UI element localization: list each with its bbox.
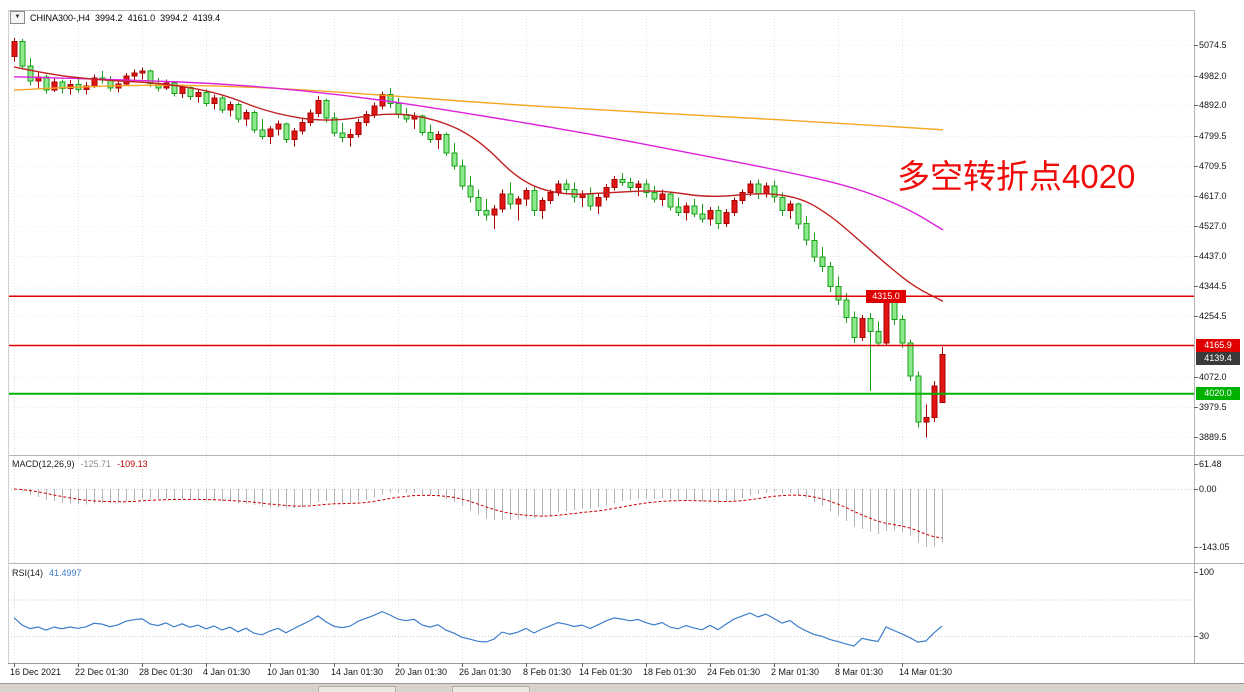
price-axis-label: 4072.0 bbox=[1199, 371, 1227, 382]
date-axis-label: 10 Jan 01:30 bbox=[267, 667, 320, 677]
macd-signal-line bbox=[13, 488, 943, 539]
price-axis-label: 4254.5 bbox=[1199, 311, 1227, 322]
date-axis-label: 26 Jan 01:30 bbox=[459, 667, 512, 677]
macd-histogram bbox=[8, 489, 1194, 548]
taskbar-button[interactable] bbox=[452, 686, 530, 692]
price-axis-label: 4799.5 bbox=[1199, 130, 1227, 141]
macd-axis-label: 61.48 bbox=[1199, 458, 1222, 469]
ohlc-close-value: 4139.4 bbox=[192, 12, 221, 23]
date-axis-label: 14 Mar 01:30 bbox=[899, 667, 953, 677]
date-axis-label: 28 Dec 01:30 bbox=[139, 667, 193, 677]
macd-axis-label: -143.05 bbox=[1199, 542, 1230, 553]
symbol-ohlc-header: ▼ CHINA300-,H4 3994.2 4161.0 3994.2 4139… bbox=[10, 11, 220, 24]
price-axis-label: 4617.0 bbox=[1199, 191, 1227, 202]
current-price-label: 4139.4 bbox=[1196, 351, 1240, 365]
symbol-timeframe-label: CHINA300-,H4 bbox=[30, 12, 91, 23]
price-axis-label: 4344.5 bbox=[1199, 281, 1227, 292]
rsi-line bbox=[13, 610, 943, 647]
ohlc-high-value: 4161.0 bbox=[127, 12, 156, 23]
price-line-label-4020: 4020.0 bbox=[1196, 387, 1240, 401]
macd-signal-value: -109.13 bbox=[117, 459, 148, 469]
rsi-value: 41.4997 bbox=[49, 568, 82, 578]
macd-indicator-label: MACD(12,26,9) -125.71 -109.13 bbox=[12, 459, 148, 469]
date-axis-label: 2 Mar 01:30 bbox=[771, 667, 820, 677]
ma-magenta-line bbox=[13, 76, 944, 231]
price-axis-label: 3979.5 bbox=[1199, 402, 1227, 413]
date-axis-label: 16 Dec 2021 bbox=[10, 667, 62, 677]
rsi-axis-label: 30 bbox=[1199, 630, 1210, 641]
axis-ticks bbox=[14, 45, 1198, 667]
macd-axis-label: 0.00 bbox=[1199, 484, 1217, 495]
date-axis-label: 4 Jan 01:30 bbox=[203, 667, 251, 677]
collapse-chart-icon[interactable]: ▼ bbox=[10, 11, 25, 24]
price-axis-label: 4709.5 bbox=[1199, 160, 1227, 171]
price-axis-label: 4892.0 bbox=[1199, 100, 1227, 111]
ma-red-line bbox=[13, 66, 944, 302]
date-axis-label: 8 Mar 01:30 bbox=[835, 667, 884, 677]
date-axis-label: 22 Dec 01:30 bbox=[75, 667, 129, 677]
ma-orange-line bbox=[13, 84, 944, 131]
price-axis-label: 4437.0 bbox=[1199, 250, 1227, 261]
date-axis-label: 18 Feb 01:30 bbox=[643, 667, 697, 677]
annotation-text: 多空转折点4020 bbox=[897, 158, 1136, 195]
taskbar-button[interactable] bbox=[318, 686, 396, 692]
macd-main-value: -125.71 bbox=[80, 459, 112, 469]
macd-name: MACD(12,26,9) bbox=[12, 459, 75, 469]
date-axis-label: 8 Feb 01:30 bbox=[523, 667, 572, 677]
date-axis-label: 24 Feb 01:30 bbox=[707, 667, 761, 677]
ohlc-low-value: 3994.2 bbox=[160, 12, 188, 23]
date-axis-label: 20 Jan 01:30 bbox=[395, 667, 448, 677]
rsi-axis-label: 100 bbox=[1199, 567, 1215, 578]
date-axis-label: 14 Feb 01:30 bbox=[579, 667, 633, 677]
price-axis-label: 4527.0 bbox=[1199, 221, 1227, 232]
ohlc-open-value: 3994.2 bbox=[95, 12, 123, 23]
price-axis-label: 5074.5 bbox=[1199, 39, 1227, 50]
price-line-label-4165: 4165.9 bbox=[1196, 339, 1240, 353]
horizontal-lines bbox=[8, 295, 1194, 395]
taskbar bbox=[0, 683, 1244, 692]
rsi-name: RSI(14) bbox=[12, 568, 44, 578]
price-axis-label: 4982.0 bbox=[1199, 70, 1227, 81]
price-axis-label: 3889.5 bbox=[1199, 431, 1227, 442]
price-line-label-4315[interactable]: 4315.0 bbox=[866, 289, 906, 303]
rsi-indicator-label: RSI(14) 41.4997 bbox=[12, 568, 82, 578]
pane-borders bbox=[8, 10, 1244, 664]
date-axis-label: 14 Jan 01:30 bbox=[331, 667, 384, 677]
